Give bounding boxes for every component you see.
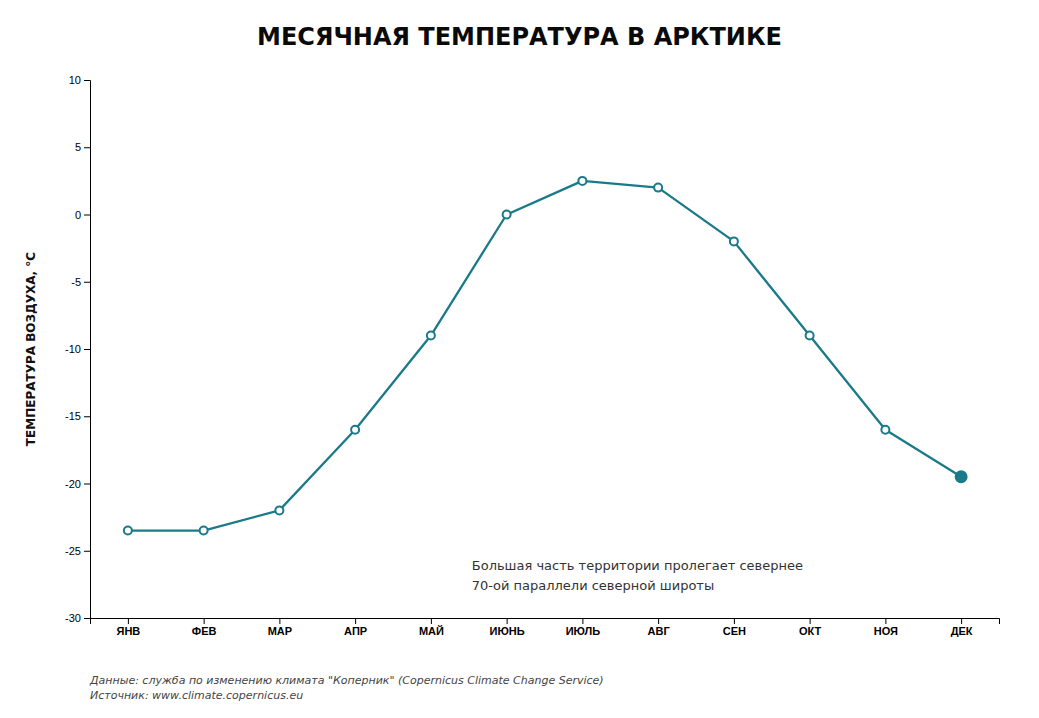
x-tick: АПР <box>344 618 367 637</box>
point <box>200 527 208 535</box>
x-axis: ЯНВ ФЕВ МАР АПР МАЙ ИЮНЬ ИЮЛЬ АВГ СЕН ОКТ НОЯ ДЕК <box>91 618 1000 637</box>
x-tick: ОКТ <box>799 618 822 637</box>
point <box>427 332 435 340</box>
y-tick-label: -15 <box>65 410 81 422</box>
x-tick-label: ЯНВ <box>116 625 140 637</box>
line <box>128 181 961 531</box>
x-tick: МАЙ <box>419 618 444 637</box>
x-tick-mark <box>961 618 962 624</box>
point <box>124 527 132 535</box>
y-tick: -10 <box>65 343 90 355</box>
y-tick: -30 <box>65 612 90 624</box>
y-axis-line <box>84 81 91 619</box>
x-tick: ИЮЛЬ <box>566 618 601 637</box>
y-tick-label: 0 <box>75 209 81 221</box>
point <box>275 506 283 514</box>
y-tick-mark <box>84 484 90 485</box>
chart-svg: ЯНВ ФЕВ МАР АПР МАЙ ИЮНЬ ИЮЛЬ АВГ СЕН ОКТ НОЯ ДЕК -3… <box>0 0 1039 718</box>
x-tick-mark <box>355 618 356 624</box>
y-tick: -20 <box>65 478 90 490</box>
y-tick-mark <box>84 618 90 619</box>
x-tick-mark <box>885 618 886 624</box>
x-tick: ДЕК <box>951 618 973 637</box>
y-axis: -30 -25 -20 -15 -10 -5 0 5 10 <box>65 74 90 624</box>
x-tick-mark <box>431 618 432 624</box>
x-tick-label: АВГ <box>648 625 671 637</box>
y-tick: 5 <box>75 141 90 153</box>
y-tick-mark <box>84 551 90 552</box>
x-tick: ИЮНЬ <box>490 618 525 637</box>
y-tick: -25 <box>65 545 90 557</box>
y-tick-mark <box>84 349 90 350</box>
y-tick: -5 <box>71 276 90 288</box>
x-tick-label: МАР <box>268 625 292 637</box>
x-tick-label: ФЕВ <box>192 625 217 637</box>
x-tick-label: МАЙ <box>419 625 444 637</box>
x-tick: МАР <box>268 618 292 637</box>
x-tick-label: НОЯ <box>874 625 898 637</box>
y-tick-mark <box>84 215 90 216</box>
x-tick: СЕН <box>723 618 746 637</box>
y-tick: 0 <box>75 209 90 221</box>
marks <box>124 177 967 535</box>
y-tick-mark <box>84 80 90 81</box>
x-tick: НОЯ <box>874 618 898 637</box>
x-tick-mark <box>658 618 659 624</box>
title: МЕСЯЧНАЯ ТЕМПЕРАТУРА В АРКТИКЕ <box>257 23 782 51</box>
point <box>351 426 359 434</box>
x-tick-label: ОКТ <box>799 625 822 637</box>
point <box>956 471 967 482</box>
y-tick-mark <box>84 416 90 417</box>
y-tick-mark <box>84 147 90 148</box>
point <box>654 184 662 192</box>
y-tick-label: -10 <box>65 343 81 355</box>
annotation: Большая часть территории пролегает север… <box>472 558 803 593</box>
x-tick-label: ИЮЛЬ <box>566 625 601 637</box>
point <box>806 332 814 340</box>
x-tick-mark <box>128 618 129 624</box>
point <box>578 177 586 185</box>
x-tick: ЯНВ <box>116 618 140 637</box>
y-tick-label: -5 <box>71 276 81 288</box>
x-tick-label: ДЕК <box>951 625 973 637</box>
y-tick-label: -25 <box>65 545 81 557</box>
x-tick-mark <box>810 618 811 624</box>
x-tick-mark <box>582 618 583 624</box>
plot-root: ЯНВ ФЕВ МАР АПР МАЙ ИЮНЬ ИЮЛЬ АВГ СЕН ОКТ НОЯ ДЕК -3… <box>24 74 1000 637</box>
x-tick-label: СЕН <box>723 625 746 637</box>
y-tick-label: 10 <box>69 74 81 86</box>
x-tick-label: ИЮНЬ <box>490 625 525 637</box>
y-tick-mark <box>84 282 90 283</box>
y-tick-label: -20 <box>65 478 81 490</box>
x-tick-mark <box>279 618 280 624</box>
x-tick-mark <box>507 618 508 624</box>
y-tick-label: 5 <box>75 141 81 153</box>
source: Данные: служба по изменению климата "Коп… <box>89 674 604 702</box>
y-tick: 10 <box>69 74 90 86</box>
point <box>503 211 511 219</box>
y-tick: -15 <box>65 410 90 422</box>
x-tick: АВГ <box>648 618 671 637</box>
x-axis-line <box>91 619 1000 625</box>
point <box>881 426 889 434</box>
x-tick-mark <box>204 618 205 624</box>
y-tick-label: -30 <box>65 612 81 624</box>
point <box>730 237 738 245</box>
y-axis-title: ТЕМПЕРАТУРА ВОЗДУХА, °С <box>24 252 38 446</box>
x-tick: ФЕВ <box>192 618 217 637</box>
x-tick-mark <box>734 618 735 624</box>
x-tick-label: АПР <box>344 625 367 637</box>
